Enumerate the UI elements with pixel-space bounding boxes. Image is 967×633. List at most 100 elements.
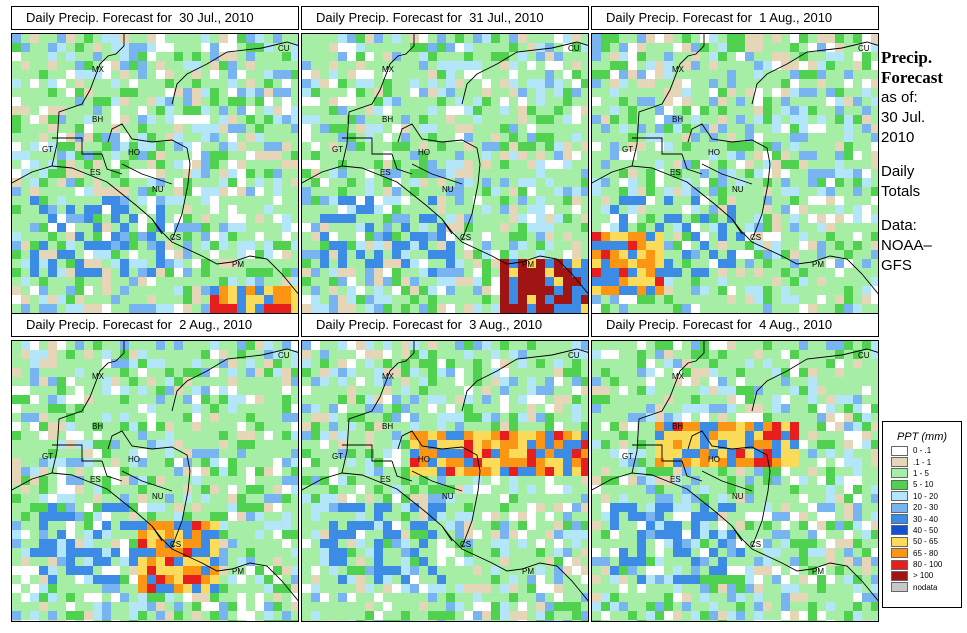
grid-cell — [329, 133, 338, 142]
grid-cell — [365, 34, 374, 43]
grid-cell — [192, 169, 201, 178]
country-label: GT — [42, 452, 53, 461]
grid-cell — [365, 142, 374, 151]
grid-cell — [237, 395, 246, 404]
grid-cell — [156, 277, 165, 286]
country-label: CS — [170, 233, 181, 242]
grid-cell — [437, 350, 446, 359]
grid-cell — [862, 187, 871, 196]
grid-cell — [66, 79, 75, 88]
grid-cell — [691, 223, 700, 232]
grid-cell — [419, 286, 428, 295]
grid-cell — [48, 169, 57, 178]
grid-cell — [410, 413, 419, 422]
grid-cell — [291, 232, 298, 241]
grid-cell — [311, 268, 320, 277]
grid-cell — [808, 250, 817, 259]
grid-cell — [518, 422, 527, 431]
grid-cell — [455, 377, 464, 386]
grid-cell — [75, 223, 84, 232]
grid-cell — [228, 584, 237, 593]
grid-cell — [646, 133, 655, 142]
country-label: NU — [152, 185, 164, 194]
grid-cell — [329, 359, 338, 368]
grid-cell — [66, 232, 75, 241]
grid-cell — [500, 79, 509, 88]
grid-cell — [93, 611, 102, 620]
grid-cell — [111, 142, 120, 151]
grid-cell — [365, 341, 374, 350]
grid-cell — [518, 232, 527, 241]
grid-cell — [338, 458, 347, 467]
grid-cell — [518, 268, 527, 277]
grid-cell — [84, 133, 93, 142]
grid-cell — [138, 476, 147, 485]
grid-cell — [601, 232, 610, 241]
grid-cell — [291, 476, 298, 485]
grid-cell — [482, 350, 491, 359]
grid-cell — [509, 449, 518, 458]
grid-cell — [545, 476, 554, 485]
grid-cell — [754, 34, 763, 43]
grid-cell — [392, 359, 401, 368]
grid-cell — [736, 106, 745, 115]
grid-cell — [718, 259, 727, 268]
grid-cell — [491, 61, 500, 70]
grid-cell — [30, 223, 39, 232]
grid-cell — [709, 286, 718, 295]
grid-cell — [446, 151, 455, 160]
grid-cell — [365, 359, 374, 368]
country-outline — [342, 137, 463, 235]
grid-cell — [790, 277, 799, 286]
grid-cell — [75, 34, 84, 43]
grid-cell — [165, 88, 174, 97]
grid-cell — [12, 368, 21, 377]
grid-cell — [664, 205, 673, 214]
grid-cell — [437, 566, 446, 575]
grid-cell — [527, 97, 536, 106]
grid-cell — [482, 214, 491, 223]
grid-cell — [138, 557, 147, 566]
grid-cell — [156, 43, 165, 52]
grid-cell — [264, 52, 273, 61]
grid-cell — [147, 241, 156, 250]
grid-cell — [455, 521, 464, 530]
grid-cell — [183, 97, 192, 106]
grid-cell — [156, 395, 165, 404]
grid-cell — [183, 196, 192, 205]
grid-cell — [428, 440, 437, 449]
grid-cell — [446, 79, 455, 88]
grid-cell — [228, 241, 237, 250]
grid-cell — [826, 295, 835, 304]
grid-cell — [844, 52, 853, 61]
grid-cell — [237, 205, 246, 214]
grid-cell — [437, 43, 446, 52]
grid-cell — [392, 485, 401, 494]
grid-cell — [464, 268, 473, 277]
grid-cell — [392, 521, 401, 530]
grid-cell — [536, 458, 545, 467]
grid-cell — [581, 169, 588, 178]
grid-cell — [210, 277, 219, 286]
grid-cell — [709, 223, 718, 232]
grid-cell — [156, 205, 165, 214]
grid-cell — [311, 530, 320, 539]
grid-cell — [646, 88, 655, 97]
grid-cell — [527, 431, 536, 440]
grid-cell — [392, 250, 401, 259]
grid-cell — [374, 539, 383, 548]
grid-cell — [129, 521, 138, 530]
grid-cell — [518, 115, 527, 124]
grid-cell — [745, 286, 754, 295]
grid-cell — [192, 70, 201, 79]
grid-cell — [264, 304, 273, 313]
grid-cell — [183, 566, 192, 575]
grid-cell — [826, 115, 835, 124]
grid-cell — [374, 43, 383, 52]
grid-cell — [237, 133, 246, 142]
grid-cell — [862, 79, 871, 88]
grid-cell — [255, 124, 264, 133]
grid-cell — [338, 557, 347, 566]
grid-cell — [374, 205, 383, 214]
grid-cell — [518, 70, 527, 79]
